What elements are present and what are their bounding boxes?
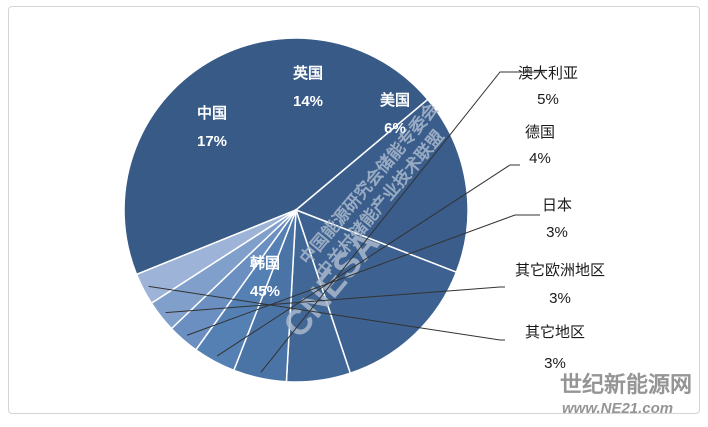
- slice-value-4: 6%: [384, 120, 406, 137]
- leader-line-7: [186, 214, 540, 336]
- slice-label-1: 韩国: [250, 254, 280, 272]
- slice-value-2: 17%: [197, 133, 227, 150]
- slice-label-8: 其它欧洲地区: [515, 261, 605, 279]
- pie-slice-2: [294, 98, 469, 274]
- pie-slice-1: [123, 37, 429, 276]
- leader-line-5: [260, 71, 545, 373]
- pie-slices: [123, 37, 469, 383]
- leader-line-6: [216, 164, 520, 357]
- slice-value-5: 5%: [537, 91, 559, 108]
- leader-lines: [148, 71, 545, 373]
- slice-label-9: 其它地区: [525, 323, 585, 341]
- slice-labels: 韩国 45% 中国 17% 英国 14% 美国 6% 澳大利亚 5% 德国 4% 日本 3% 其它欧洲地区 3…: [197, 64, 605, 372]
- slice-label-4: 美国: [380, 91, 410, 109]
- slice-value-8: 3%: [549, 290, 571, 307]
- slice-value-7: 3%: [546, 224, 568, 241]
- slice-label-3: 英国: [293, 64, 323, 82]
- slice-value-9: 3%: [544, 355, 566, 372]
- slice-label-6: 德国: [525, 123, 555, 141]
- slice-label-5: 澳大利亚: [518, 65, 578, 82]
- pie-slice-9: [135, 209, 297, 305]
- pie-slice-3: [294, 208, 458, 375]
- site-watermark: 世纪新能源网 www.NE21.com: [560, 372, 692, 417]
- leader-line-9: [148, 285, 505, 341]
- site-url: www.NE21.com: [562, 400, 673, 417]
- slice-label-7: 日本: [542, 197, 572, 214]
- slice-value-6: 4%: [529, 150, 551, 167]
- slice-value-1: 45%: [250, 283, 280, 300]
- leader-line-8: [165, 286, 505, 314]
- site-name: 世纪新能源网: [560, 372, 692, 397]
- slice-value-3: 14%: [293, 93, 323, 110]
- slice-label-2: 中国: [197, 104, 227, 122]
